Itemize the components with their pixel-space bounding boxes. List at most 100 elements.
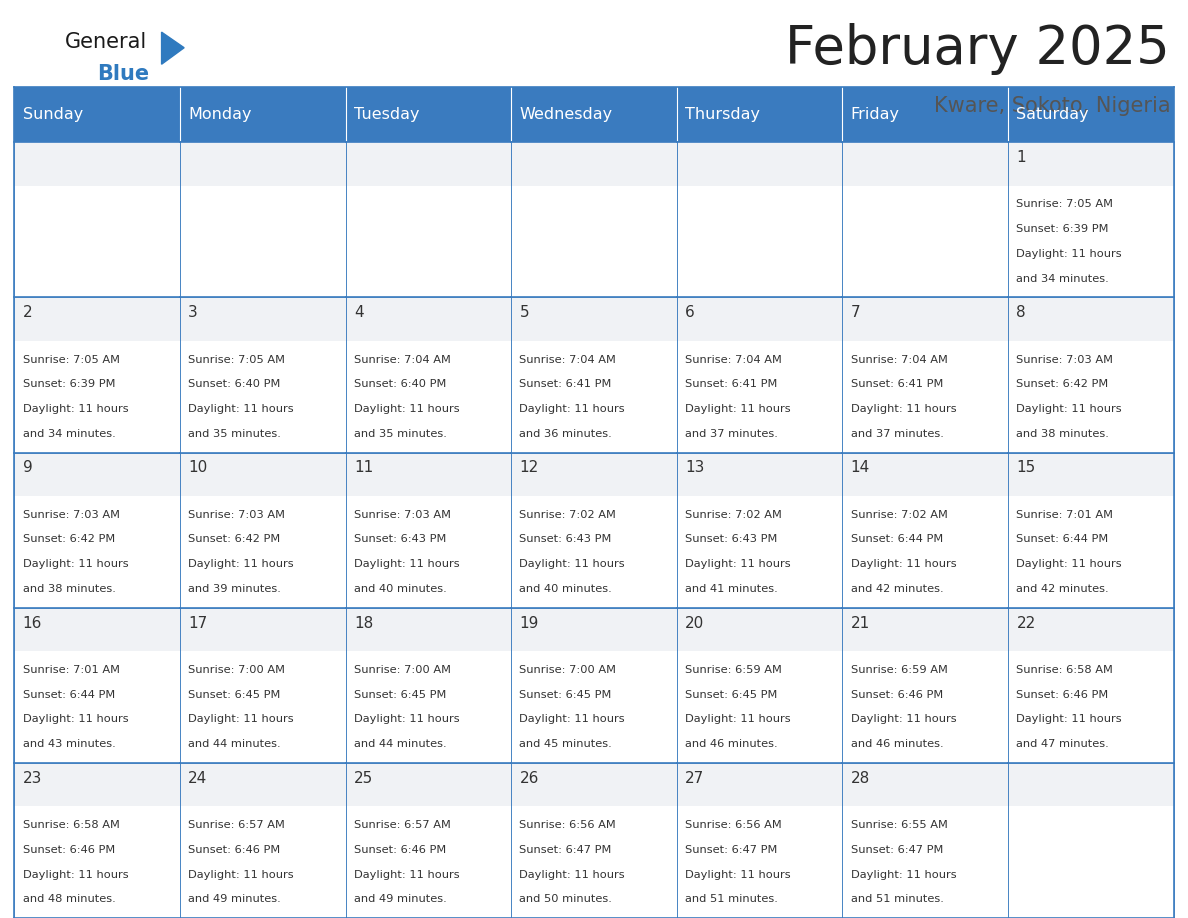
Text: Sunrise: 7:02 AM: Sunrise: 7:02 AM [851,509,948,520]
Text: and 51 minutes.: and 51 minutes. [685,894,778,904]
Bar [677,806,842,918]
Text: Sunset: 6:40 PM: Sunset: 6:40 PM [354,379,447,389]
Text: 6: 6 [685,306,695,320]
Text: and 35 minutes.: and 35 minutes. [354,429,447,439]
Text: 10: 10 [188,461,208,476]
Bar [179,608,346,651]
Bar [179,142,346,185]
Text: Sunset: 6:45 PM: Sunset: 6:45 PM [685,689,777,700]
Text: 20: 20 [685,616,704,631]
Text: 2: 2 [23,306,32,320]
Text: 25: 25 [354,771,373,786]
Text: 13: 13 [685,461,704,476]
Bar [14,185,179,297]
Bar [1009,297,1174,341]
Text: Daylight: 11 hours: Daylight: 11 hours [851,404,956,414]
Text: Daylight: 11 hours: Daylight: 11 hours [23,559,128,569]
Text: Daylight: 11 hours: Daylight: 11 hours [188,404,293,414]
Bar [842,608,1009,651]
Text: Wednesday: Wednesday [519,107,613,122]
Text: Daylight: 11 hours: Daylight: 11 hours [519,559,625,569]
Text: Monday: Monday [188,107,252,122]
Bar [14,142,179,185]
Text: 16: 16 [23,616,42,631]
Text: 19: 19 [519,616,539,631]
Bar [14,651,179,763]
Text: Daylight: 11 hours: Daylight: 11 hours [354,869,460,879]
Text: and 34 minutes.: and 34 minutes. [1017,274,1110,284]
Bar [677,87,842,142]
Text: Daylight: 11 hours: Daylight: 11 hours [685,559,791,569]
Text: Sunrise: 6:58 AM: Sunrise: 6:58 AM [23,820,120,830]
Bar [346,297,511,341]
Bar [677,142,842,185]
Bar [14,608,179,651]
Text: Sunset: 6:46 PM: Sunset: 6:46 PM [851,689,943,700]
Bar [179,341,346,453]
Text: Friday: Friday [851,107,899,122]
Text: 28: 28 [851,771,870,786]
Text: and 37 minutes.: and 37 minutes. [851,429,943,439]
Text: 12: 12 [519,461,538,476]
Bar [1009,608,1174,651]
Polygon shape [162,32,184,64]
Text: Kware, Sokoto, Nigeria: Kware, Sokoto, Nigeria [934,96,1170,117]
Bar [346,453,511,496]
Text: and 44 minutes.: and 44 minutes. [188,739,280,749]
Text: Daylight: 11 hours: Daylight: 11 hours [354,559,460,569]
Bar [14,453,179,496]
Text: Sunday: Sunday [23,107,83,122]
Text: Saturday: Saturday [1017,107,1089,122]
Text: and 39 minutes.: and 39 minutes. [188,584,282,594]
Bar [346,87,511,142]
Text: Sunrise: 7:04 AM: Sunrise: 7:04 AM [685,354,782,364]
Text: Sunset: 6:45 PM: Sunset: 6:45 PM [519,689,612,700]
Bar [842,297,1009,341]
Bar [179,87,346,142]
Text: Daylight: 11 hours: Daylight: 11 hours [354,714,460,724]
Text: 27: 27 [685,771,704,786]
Text: Sunset: 6:47 PM: Sunset: 6:47 PM [685,845,777,855]
Bar [511,496,677,608]
Text: General: General [65,32,147,52]
Bar [1009,142,1174,185]
Text: and 35 minutes.: and 35 minutes. [188,429,282,439]
Bar [842,763,1009,806]
Text: and 49 minutes.: and 49 minutes. [354,894,447,904]
Text: Sunrise: 6:57 AM: Sunrise: 6:57 AM [354,820,450,830]
Bar [842,185,1009,297]
Bar [511,608,677,651]
Bar [677,341,842,453]
Bar [1009,651,1174,763]
Text: and 47 minutes.: and 47 minutes. [1017,739,1110,749]
Bar [842,651,1009,763]
Text: and 50 minutes.: and 50 minutes. [519,894,612,904]
Bar [1009,453,1174,496]
Text: Daylight: 11 hours: Daylight: 11 hours [685,714,791,724]
Text: Daylight: 11 hours: Daylight: 11 hours [23,714,128,724]
Text: 14: 14 [851,461,870,476]
Bar [346,806,511,918]
Text: Sunset: 6:47 PM: Sunset: 6:47 PM [519,845,612,855]
Text: Sunset: 6:44 PM: Sunset: 6:44 PM [851,534,943,544]
Text: and 44 minutes.: and 44 minutes. [354,739,447,749]
Text: Daylight: 11 hours: Daylight: 11 hours [1017,249,1121,259]
Bar [346,651,511,763]
Bar [511,297,677,341]
Text: Sunrise: 7:02 AM: Sunrise: 7:02 AM [519,509,617,520]
Text: Thursday: Thursday [685,107,760,122]
Text: and 48 minutes.: and 48 minutes. [23,894,115,904]
Text: 26: 26 [519,771,539,786]
Text: Sunset: 6:43 PM: Sunset: 6:43 PM [519,534,612,544]
Text: Sunrise: 7:03 AM: Sunrise: 7:03 AM [188,509,285,520]
Bar [14,297,179,341]
Text: Sunrise: 7:01 AM: Sunrise: 7:01 AM [1017,509,1113,520]
Text: Sunrise: 7:03 AM: Sunrise: 7:03 AM [1017,354,1113,364]
Bar [179,453,346,496]
Text: Tuesday: Tuesday [354,107,419,122]
Bar [14,87,179,142]
Text: Sunset: 6:44 PM: Sunset: 6:44 PM [23,689,115,700]
Text: Sunset: 6:47 PM: Sunset: 6:47 PM [851,845,943,855]
Text: and 49 minutes.: and 49 minutes. [188,894,280,904]
Bar [1009,763,1174,806]
